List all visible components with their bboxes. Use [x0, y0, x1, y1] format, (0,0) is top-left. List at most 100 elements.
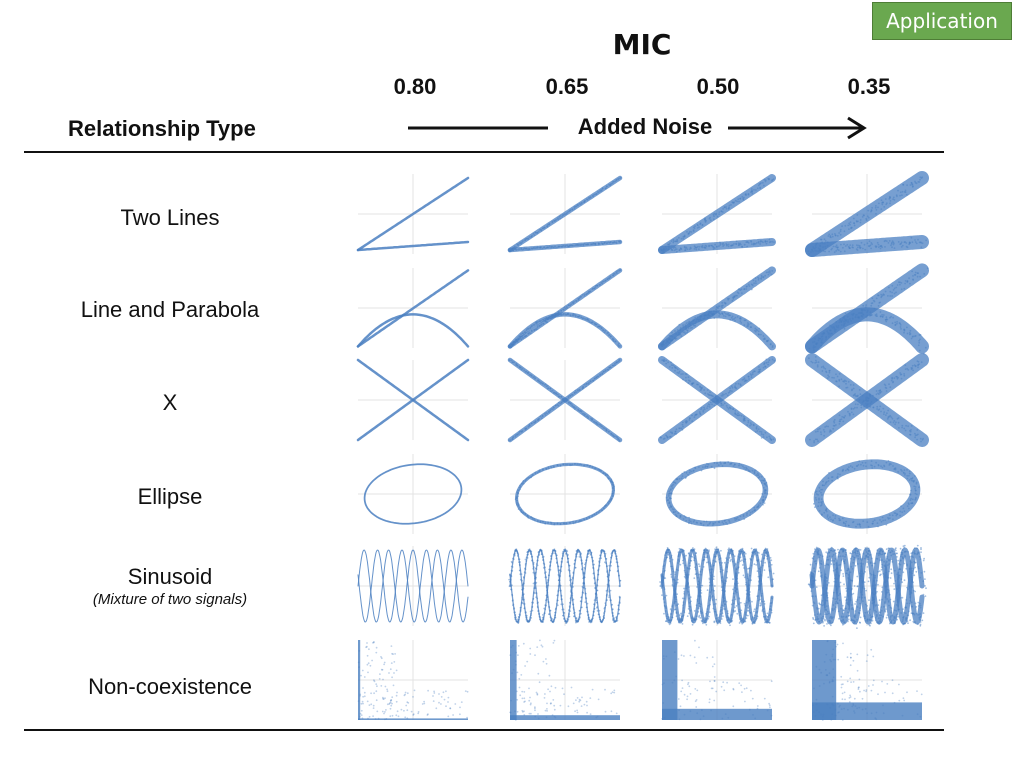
noise-point: [560, 598, 563, 601]
noise-point: [612, 364, 615, 367]
noise-point: [698, 411, 701, 413]
noise-point: [530, 612, 532, 615]
application-badge[interactable]: Application: [872, 2, 1012, 40]
noise-point: [892, 421, 895, 424]
noise-point: [732, 408, 734, 411]
noise-point: [532, 563, 535, 566]
noise-point: [895, 286, 898, 289]
noise-point: [684, 324, 687, 326]
noise-point: [900, 246, 903, 248]
noise-point: [731, 299, 734, 302]
noise-point: [513, 554, 516, 557]
noise-point: [666, 549, 669, 551]
noise-point: [721, 604, 723, 607]
noise-point: [720, 404, 723, 407]
noise-point: [700, 315, 703, 318]
noise-point: [540, 553, 543, 556]
noise-point: [882, 519, 885, 522]
noise-point: [578, 388, 581, 391]
noise-point: [716, 398, 718, 401]
noise-point: [835, 244, 838, 247]
noise-point: [604, 279, 607, 282]
noise-point: [764, 551, 766, 554]
noise-point: [880, 410, 882, 413]
noise-point: [864, 547, 867, 549]
noise-point: [601, 280, 604, 283]
noise-point: [827, 480, 830, 482]
noise-point: [891, 417, 894, 420]
noise-point: [892, 465, 894, 467]
noise-point: [895, 514, 898, 517]
noise-point: [681, 619, 684, 622]
noise-point: [706, 316, 709, 319]
noise-point: [766, 615, 769, 618]
noise-point: [568, 605, 571, 608]
noise-point: [726, 243, 728, 246]
noise-point: [741, 622, 743, 625]
noise-point: [671, 335, 674, 338]
noise-point: [695, 604, 698, 607]
noise-point: [525, 427, 528, 430]
noise-point: [711, 576, 713, 578]
noise-point: [565, 522, 568, 524]
noise-point: [747, 589, 749, 592]
noise-point: [587, 417, 589, 420]
noise-point: [540, 323, 543, 326]
noise-point: [679, 548, 682, 550]
noise-point: [751, 243, 753, 246]
noise-point: [714, 603, 717, 605]
noise-point: [862, 464, 865, 467]
noise-point: [585, 518, 588, 520]
noise-point: [525, 370, 528, 373]
noise-point: [764, 554, 766, 557]
noise-point: [530, 553, 532, 555]
noise-point: [534, 586, 537, 588]
noise-point: [731, 619, 734, 622]
noise-point: [920, 246, 923, 249]
noise-point: [584, 587, 587, 590]
noise-point: [900, 288, 903, 291]
noise-point: [593, 194, 595, 196]
noise-point: [817, 440, 819, 442]
noise-point: [611, 612, 614, 615]
noise-point: [670, 364, 673, 366]
noise-point: [766, 548, 769, 550]
noise-point: [694, 467, 697, 470]
noise-point: [577, 244, 580, 247]
noise-point: [915, 493, 918, 496]
noise-point: [831, 376, 834, 379]
noise-point: [529, 326, 532, 329]
noise-point: [511, 566, 514, 568]
noise-point: [592, 614, 595, 617]
noise-point: [859, 221, 862, 224]
noise-point: [697, 595, 699, 597]
noise-point: [600, 327, 603, 329]
noise-point: [585, 415, 588, 418]
noise-point: [725, 312, 727, 315]
noise-point: [686, 331, 689, 334]
noise-point: [750, 618, 752, 620]
noise-point: [855, 600, 858, 603]
noise-point: [741, 547, 744, 550]
noise-point: [908, 470, 911, 473]
noise-point: [614, 362, 616, 365]
noise-point: [684, 573, 687, 576]
noise-point: [729, 560, 732, 562]
noise-point: [874, 206, 877, 209]
noise-point: [890, 554, 893, 557]
noise-point: [914, 498, 917, 501]
noise-point: [756, 617, 758, 620]
noise-point: [534, 576, 537, 579]
noise-point: [549, 561, 552, 563]
noise-point: [537, 609, 540, 612]
noise-point: [851, 619, 854, 621]
noise-point: [892, 198, 894, 201]
noise-point: [893, 292, 896, 295]
noise-point: [688, 602, 691, 604]
noise-point: [593, 607, 596, 610]
noise-point: [549, 409, 552, 411]
noise-point: [906, 184, 908, 187]
noise-point: [900, 241, 903, 244]
noise-point: [508, 439, 510, 442]
noise-point: [735, 605, 738, 607]
